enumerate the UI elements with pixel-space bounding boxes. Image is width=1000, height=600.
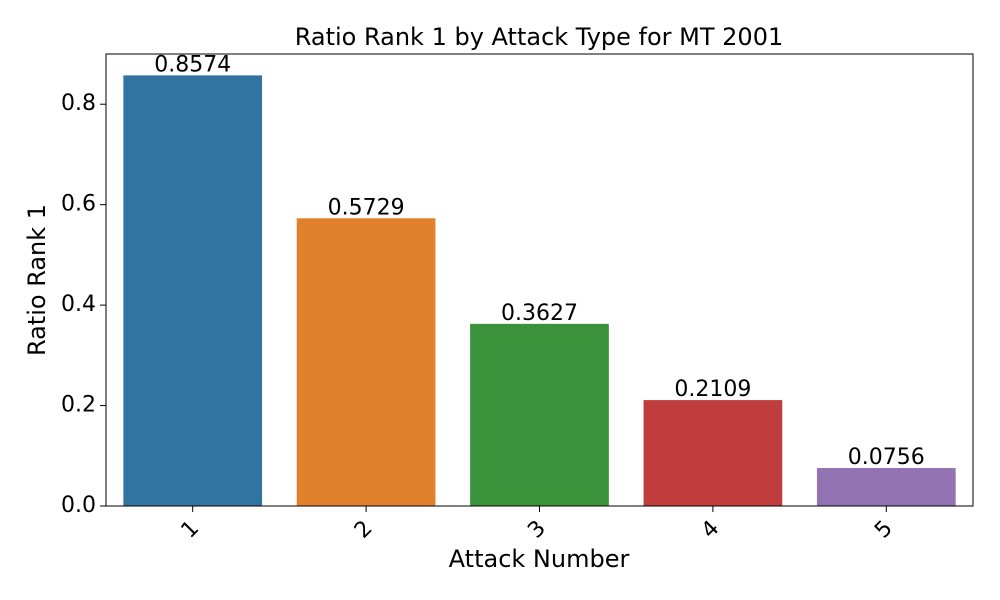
bar-4 xyxy=(643,400,783,506)
bar-3 xyxy=(470,323,609,506)
data-label-3: 0.3627 xyxy=(501,301,578,326)
chart-title: Ratio Rank 1 by Attack Type for MT 2001 xyxy=(295,23,784,51)
data-labels-group: 0.8574 0.5729 0.3627 0.2109 0.0756 xyxy=(154,52,925,470)
x-axis: 1 2 3 4 5 xyxy=(177,506,898,543)
data-label-4: 0.2109 xyxy=(674,377,751,402)
x-tick-label-5: 5 xyxy=(870,516,898,544)
y-tick-label-0: 0.0 xyxy=(61,493,96,518)
bar-1 xyxy=(123,75,263,507)
y-tick-label-3: 0.6 xyxy=(61,192,96,217)
data-label-5: 0.0756 xyxy=(848,445,925,470)
y-axis: 0.0 0.2 0.4 0.6 0.8 xyxy=(61,91,106,518)
x-tick-label-2: 2 xyxy=(350,516,378,544)
y-tick-label-2: 0.4 xyxy=(61,292,96,317)
y-tick-label-1: 0.2 xyxy=(61,393,96,418)
data-label-2: 0.5729 xyxy=(328,195,405,220)
bars-group xyxy=(123,75,956,507)
data-label-1: 0.8574 xyxy=(154,52,231,77)
bar-2 xyxy=(296,218,436,506)
x-axis-label: Attack Number xyxy=(449,545,630,573)
x-tick-label-3: 3 xyxy=(523,516,551,544)
x-tick-label-4: 4 xyxy=(697,516,725,544)
y-axis-label: Ratio Rank 1 xyxy=(23,204,51,356)
bar-5 xyxy=(816,468,956,506)
x-tick-label-1: 1 xyxy=(177,516,205,544)
y-tick-label-4: 0.8 xyxy=(61,91,96,116)
